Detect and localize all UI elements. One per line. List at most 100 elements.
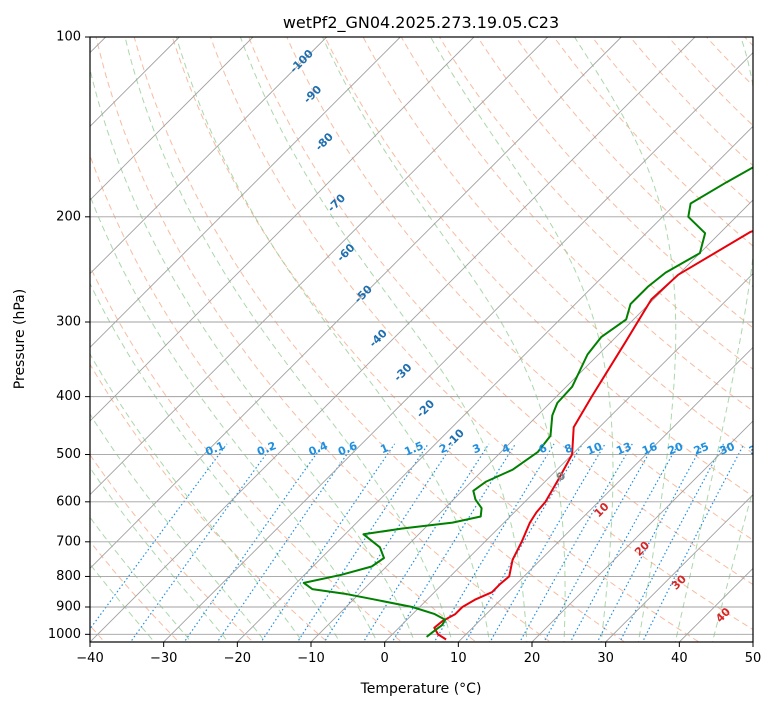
isotherm [90, 37, 622, 569]
mixing-ratio-label: 25 [692, 440, 711, 458]
dry-adiabat [133, 37, 626, 642]
dry-adiabat [362, 37, 753, 455]
isotherm [384, 273, 753, 642]
moist-adiabat [90, 413, 267, 642]
x-axis: −40 −30 −20 −10 0 10 20 30 40 50 [76, 642, 761, 666]
dry-adiabat [477, 37, 753, 329]
mixing-ratio-label: 36 [747, 440, 766, 458]
isotherm [310, 199, 753, 642]
moist-adiabat [574, 37, 677, 642]
y-tick-label: 900 [56, 599, 81, 614]
moist-adiabat [90, 194, 378, 642]
y-tick-label: 500 [56, 447, 81, 462]
isotherms [90, 37, 753, 642]
isotherm [163, 52, 753, 642]
dry-adiabat [209, 37, 753, 631]
dry-adiabat [324, 37, 753, 498]
moist-adiabat [322, 37, 566, 642]
x-tick-label: 30 [597, 651, 614, 666]
y-tick-label: 300 [56, 314, 81, 329]
mixing-ratio-label: 2 [437, 441, 449, 456]
series-layer [302, 166, 753, 641]
isobars [90, 37, 753, 635]
mixing-ratio-line [129, 443, 275, 642]
dry-adiabat [171, 37, 700, 642]
x-tick-label: 50 [745, 651, 762, 666]
y-axis: 100 200 300 400 500 600 700 800 900 1000 [48, 30, 90, 642]
moist-adiabat [430, 37, 614, 642]
mixing-ratio-label: 16 [640, 440, 659, 458]
mixing-ratio-label: 13 [614, 440, 633, 458]
mixing-ratio-label: 1 [378, 441, 390, 456]
dry-adiabat [90, 154, 477, 642]
x-tick-label: 10 [450, 651, 467, 666]
mixing-ratio-line [569, 443, 679, 642]
x-tick-label: −30 [150, 651, 177, 666]
isotherm [237, 125, 753, 642]
isotherm [458, 346, 753, 642]
mixing-ratio-line [519, 443, 633, 642]
isotherm [90, 37, 401, 348]
chart-title: wetPf2_GN04.2025.273.19.05.C23 [283, 13, 559, 33]
mixing-ratio-line [464, 443, 584, 642]
mixing-ratio-line [296, 443, 429, 642]
moist-adiabat [90, 516, 192, 642]
mixing-ratio-line [362, 443, 490, 642]
y-tick-label: 200 [56, 209, 81, 224]
y-axis-label: Pressure (hPa) [12, 289, 28, 389]
moist-adiabat [90, 67, 416, 642]
mixing-ratio-label: 30 [717, 440, 736, 458]
moist-adiabat [90, 467, 229, 642]
y-tick-label: 700 [56, 534, 81, 549]
dry-adiabat [95, 37, 552, 642]
isotherm [90, 37, 548, 496]
mixing-ratio-line [489, 443, 606, 642]
x-tick-label: 0 [381, 651, 389, 666]
moist-adiabat [90, 282, 341, 642]
mixing-ratio-line [619, 443, 724, 642]
x-tick-label: −20 [224, 651, 251, 666]
dry-adiabat [90, 453, 254, 642]
y-tick-label: 800 [56, 569, 81, 584]
y-tick-label: 400 [56, 389, 81, 404]
isotherm [90, 37, 327, 275]
mixing-ratio-line [596, 443, 704, 642]
dry-adiabat [90, 363, 329, 642]
mixing-ratio-label: 8 [563, 441, 575, 456]
x-tick-label: −10 [297, 651, 324, 666]
moist-adiabat [175, 37, 490, 642]
dry-adiabat [248, 37, 753, 586]
moist-adiabat [124, 37, 453, 642]
temperature-profile-line [433, 229, 753, 641]
isotherm [90, 37, 696, 642]
isotherm [605, 494, 753, 642]
mixing-ratio-label: 20 [666, 440, 685, 458]
moist-adiabat [239, 37, 528, 642]
y-tick-label: 100 [56, 30, 81, 45]
dewpoint-profile-line [302, 166, 753, 638]
x-tick-label: −40 [76, 651, 103, 666]
moist-adiabat [90, 563, 156, 642]
dry-adiabat [286, 37, 753, 541]
moist-adiabat [674, 37, 753, 642]
mixing-ratio-label: 10 [585, 440, 604, 458]
dry-adiabat [438, 37, 753, 370]
isotherm [90, 37, 475, 422]
x-tick-label: 40 [671, 651, 688, 666]
x-tick-label: 20 [524, 651, 541, 666]
y-tick-label: 600 [56, 494, 81, 509]
isotherm [531, 420, 753, 642]
plot-frame [89, 36, 754, 643]
isotherm [90, 37, 254, 201]
mixing-ratio-lines [90, 443, 745, 642]
mixing-ratio-line [183, 443, 324, 642]
dry-adiabats [90, 37, 753, 642]
y-tick-label: 1000 [48, 627, 81, 642]
x-axis-label: Temperature (°C) [360, 681, 482, 697]
mixing-ratio-label: 3 [471, 441, 483, 456]
dry-adiabat [400, 37, 753, 412]
moist-adiabats [90, 37, 753, 642]
mixing-ratio-line [260, 443, 396, 642]
mixing-ratio-line [433, 443, 555, 642]
